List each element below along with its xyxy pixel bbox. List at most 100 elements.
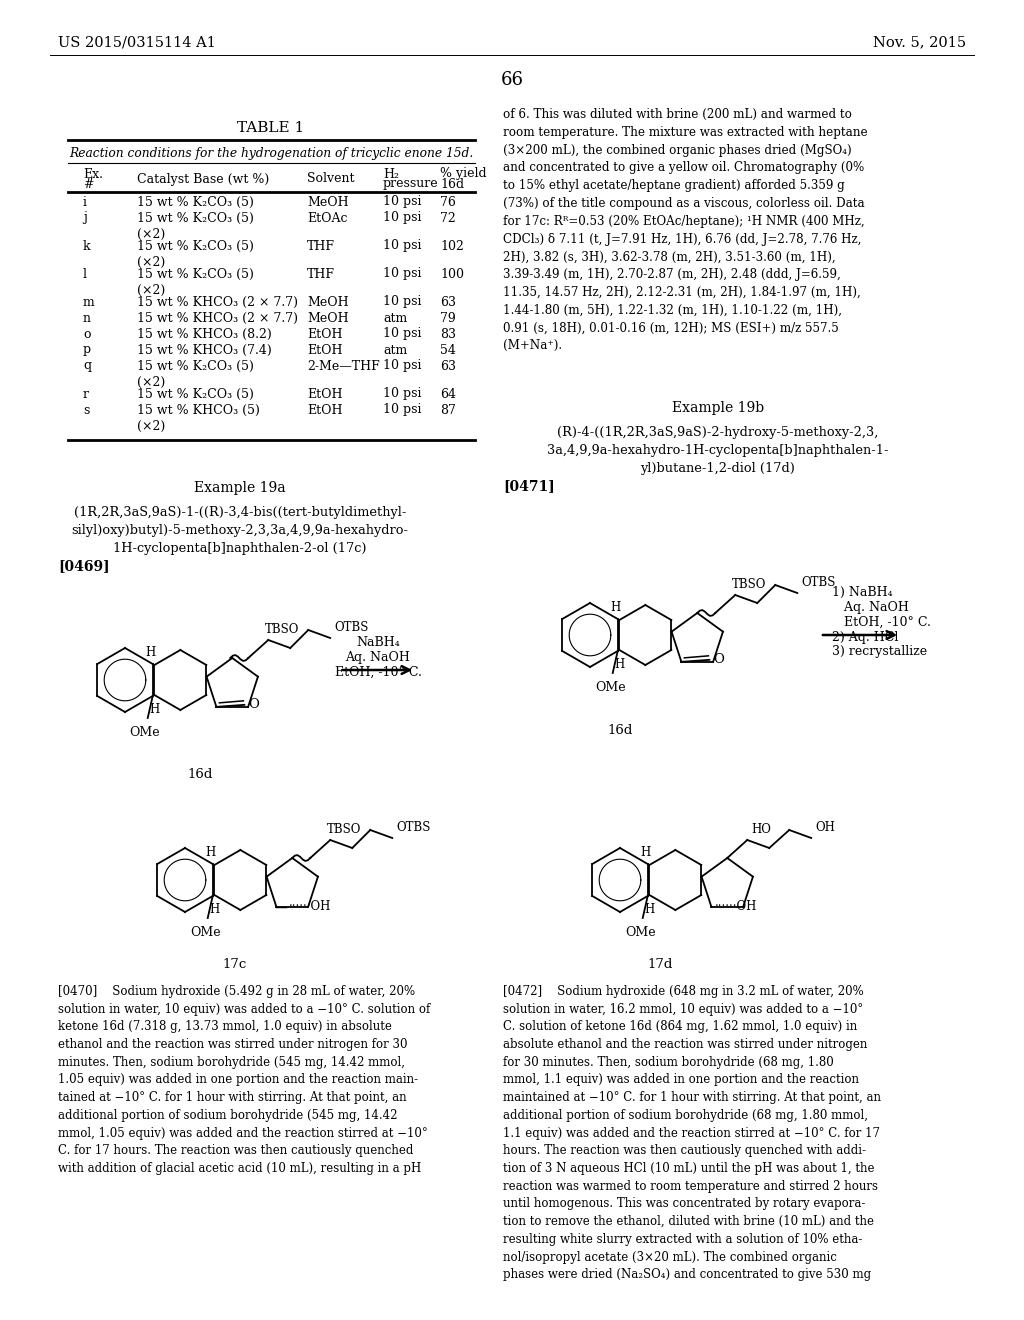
- Text: [0472]    Sodium hydroxide (648 mg in 3.2 mL of water, 20%
solution in water, 16: [0472] Sodium hydroxide (648 mg in 3.2 m…: [503, 985, 881, 1282]
- Text: NaBH₄: NaBH₄: [356, 635, 400, 648]
- Text: H₂: H₂: [383, 168, 399, 181]
- Text: 63: 63: [440, 296, 456, 309]
- Text: EtOH: EtOH: [307, 404, 342, 417]
- Text: (R)-4-((1R,2R,3aS,9aS)-2-hydroxy-5-methoxy-2,3,
3a,4,9,9a-hexahydro-1H-cyclopent: (R)-4-((1R,2R,3aS,9aS)-2-hydroxy-5-metho…: [547, 426, 889, 475]
- Text: Ex.: Ex.: [83, 168, 103, 181]
- Text: 79: 79: [440, 312, 456, 325]
- Text: ······OH: ······OH: [715, 900, 757, 913]
- Text: H: H: [209, 903, 219, 916]
- Text: (×2): (×2): [137, 284, 165, 297]
- Text: H: H: [644, 903, 654, 916]
- Text: 17d: 17d: [647, 958, 673, 972]
- Text: of 6. This was diluted with brine (200 mL) and warmed to
room temperature. The m: of 6. This was diluted with brine (200 m…: [503, 108, 867, 352]
- Text: Reaction conditions for the hydrogenation of tricyclic enone 15d.: Reaction conditions for the hydrogenatio…: [69, 147, 473, 160]
- Text: n: n: [83, 312, 91, 325]
- Text: O: O: [714, 653, 724, 667]
- Text: pressure: pressure: [383, 177, 438, 190]
- Text: k: k: [83, 239, 91, 252]
- Text: l: l: [83, 268, 87, 281]
- Text: o: o: [83, 327, 90, 341]
- Text: H: H: [205, 846, 215, 859]
- Text: 72: 72: [440, 211, 456, 224]
- Text: 100: 100: [440, 268, 464, 281]
- Text: O: O: [249, 698, 259, 711]
- Text: 3) recrystallize: 3) recrystallize: [831, 645, 927, 659]
- Text: THF: THF: [307, 239, 335, 252]
- Text: HO: HO: [752, 822, 771, 836]
- Text: (×2): (×2): [137, 375, 165, 388]
- Text: m: m: [83, 296, 95, 309]
- Text: r: r: [83, 388, 89, 400]
- Text: Solvent: Solvent: [307, 173, 354, 186]
- Text: TBSO: TBSO: [327, 822, 361, 836]
- Text: 10 psi: 10 psi: [383, 327, 422, 341]
- Text: ······OH: ······OH: [289, 900, 331, 913]
- Text: 15 wt % K₂CO₃ (5): 15 wt % K₂CO₃ (5): [137, 268, 254, 281]
- Text: OTBS: OTBS: [801, 576, 836, 589]
- Text: 10 psi: 10 psi: [383, 388, 422, 400]
- Text: 10 psi: 10 psi: [383, 239, 422, 252]
- Text: OH: OH: [815, 821, 836, 834]
- Text: EtOH, -10° C.: EtOH, -10° C.: [831, 615, 931, 628]
- Text: US 2015/0315114 A1: US 2015/0315114 A1: [58, 36, 216, 49]
- Text: TBSO: TBSO: [732, 578, 766, 591]
- Text: 15 wt % K₂CO₃ (5): 15 wt % K₂CO₃ (5): [137, 239, 254, 252]
- Text: 15 wt % KHCO₃ (2 × 7.7): 15 wt % KHCO₃ (2 × 7.7): [137, 312, 298, 325]
- Text: p: p: [83, 343, 91, 356]
- Text: 15 wt % KHCO₃ (2 × 7.7): 15 wt % KHCO₃ (2 × 7.7): [137, 296, 298, 309]
- Text: (×2): (×2): [137, 420, 165, 433]
- Text: 54: 54: [440, 343, 456, 356]
- Text: Example 19b: Example 19b: [672, 401, 764, 414]
- Text: atm: atm: [383, 343, 408, 356]
- Text: 10 psi: 10 psi: [383, 211, 422, 224]
- Text: #: #: [83, 177, 93, 190]
- Text: atm: atm: [383, 312, 408, 325]
- Text: H: H: [614, 657, 625, 671]
- Text: Catalyst Base (wt %): Catalyst Base (wt %): [137, 173, 269, 186]
- Text: (×2): (×2): [137, 227, 165, 240]
- Text: H: H: [640, 846, 650, 859]
- Text: Aq. NaOH: Aq. NaOH: [831, 601, 909, 614]
- Text: THF: THF: [307, 268, 335, 281]
- Text: EtOH: EtOH: [307, 327, 342, 341]
- Text: 10 psi: 10 psi: [383, 404, 422, 417]
- Text: q: q: [83, 359, 91, 372]
- Text: 102: 102: [440, 239, 464, 252]
- Text: i: i: [83, 195, 87, 209]
- Text: MeOH: MeOH: [307, 195, 348, 209]
- Text: (×2): (×2): [137, 256, 165, 268]
- Text: Nov. 5, 2015: Nov. 5, 2015: [872, 36, 966, 49]
- Text: MeOH: MeOH: [307, 312, 348, 325]
- Text: 66: 66: [501, 71, 523, 88]
- Text: 15 wt % KHCO₃ (7.4): 15 wt % KHCO₃ (7.4): [137, 343, 271, 356]
- Text: 2) Aq. HCl: 2) Aq. HCl: [831, 631, 898, 644]
- Text: H: H: [145, 645, 156, 659]
- Text: 64: 64: [440, 388, 456, 400]
- Text: OMe: OMe: [190, 927, 221, 939]
- Text: 15 wt % KHCO₃ (5): 15 wt % KHCO₃ (5): [137, 404, 260, 417]
- Text: [0469]: [0469]: [58, 558, 110, 573]
- Text: 10 psi: 10 psi: [383, 296, 422, 309]
- Text: EtOH: EtOH: [307, 388, 342, 400]
- Text: 10 psi: 10 psi: [383, 359, 422, 372]
- Text: 63: 63: [440, 359, 456, 372]
- Text: 87: 87: [440, 404, 456, 417]
- Text: 15 wt % K₂CO₃ (5): 15 wt % K₂CO₃ (5): [137, 211, 254, 224]
- Text: OMe: OMe: [595, 681, 626, 694]
- Text: H: H: [150, 704, 160, 715]
- Text: EtOH: EtOH: [307, 343, 342, 356]
- Text: TBSO: TBSO: [265, 623, 299, 636]
- Text: 16d: 16d: [187, 768, 213, 781]
- Text: 15 wt % K₂CO₃ (5): 15 wt % K₂CO₃ (5): [137, 359, 254, 372]
- Text: 10 psi: 10 psi: [383, 195, 422, 209]
- Text: s: s: [83, 404, 89, 417]
- Text: 16d: 16d: [440, 177, 464, 190]
- Text: [0471]: [0471]: [503, 479, 555, 492]
- Text: EtOAc: EtOAc: [307, 211, 347, 224]
- Text: MeOH: MeOH: [307, 296, 348, 309]
- Text: [0470]    Sodium hydroxide (5.492 g in 28 mL of water, 20%
solution in water, 10: [0470] Sodium hydroxide (5.492 g in 28 m…: [58, 985, 430, 1175]
- Text: 15 wt % KHCO₃ (8.2): 15 wt % KHCO₃ (8.2): [137, 327, 271, 341]
- Text: Aq. NaOH: Aq. NaOH: [345, 651, 411, 664]
- Text: 15 wt % K₂CO₃ (5): 15 wt % K₂CO₃ (5): [137, 388, 254, 400]
- Text: Example 19a: Example 19a: [195, 480, 286, 495]
